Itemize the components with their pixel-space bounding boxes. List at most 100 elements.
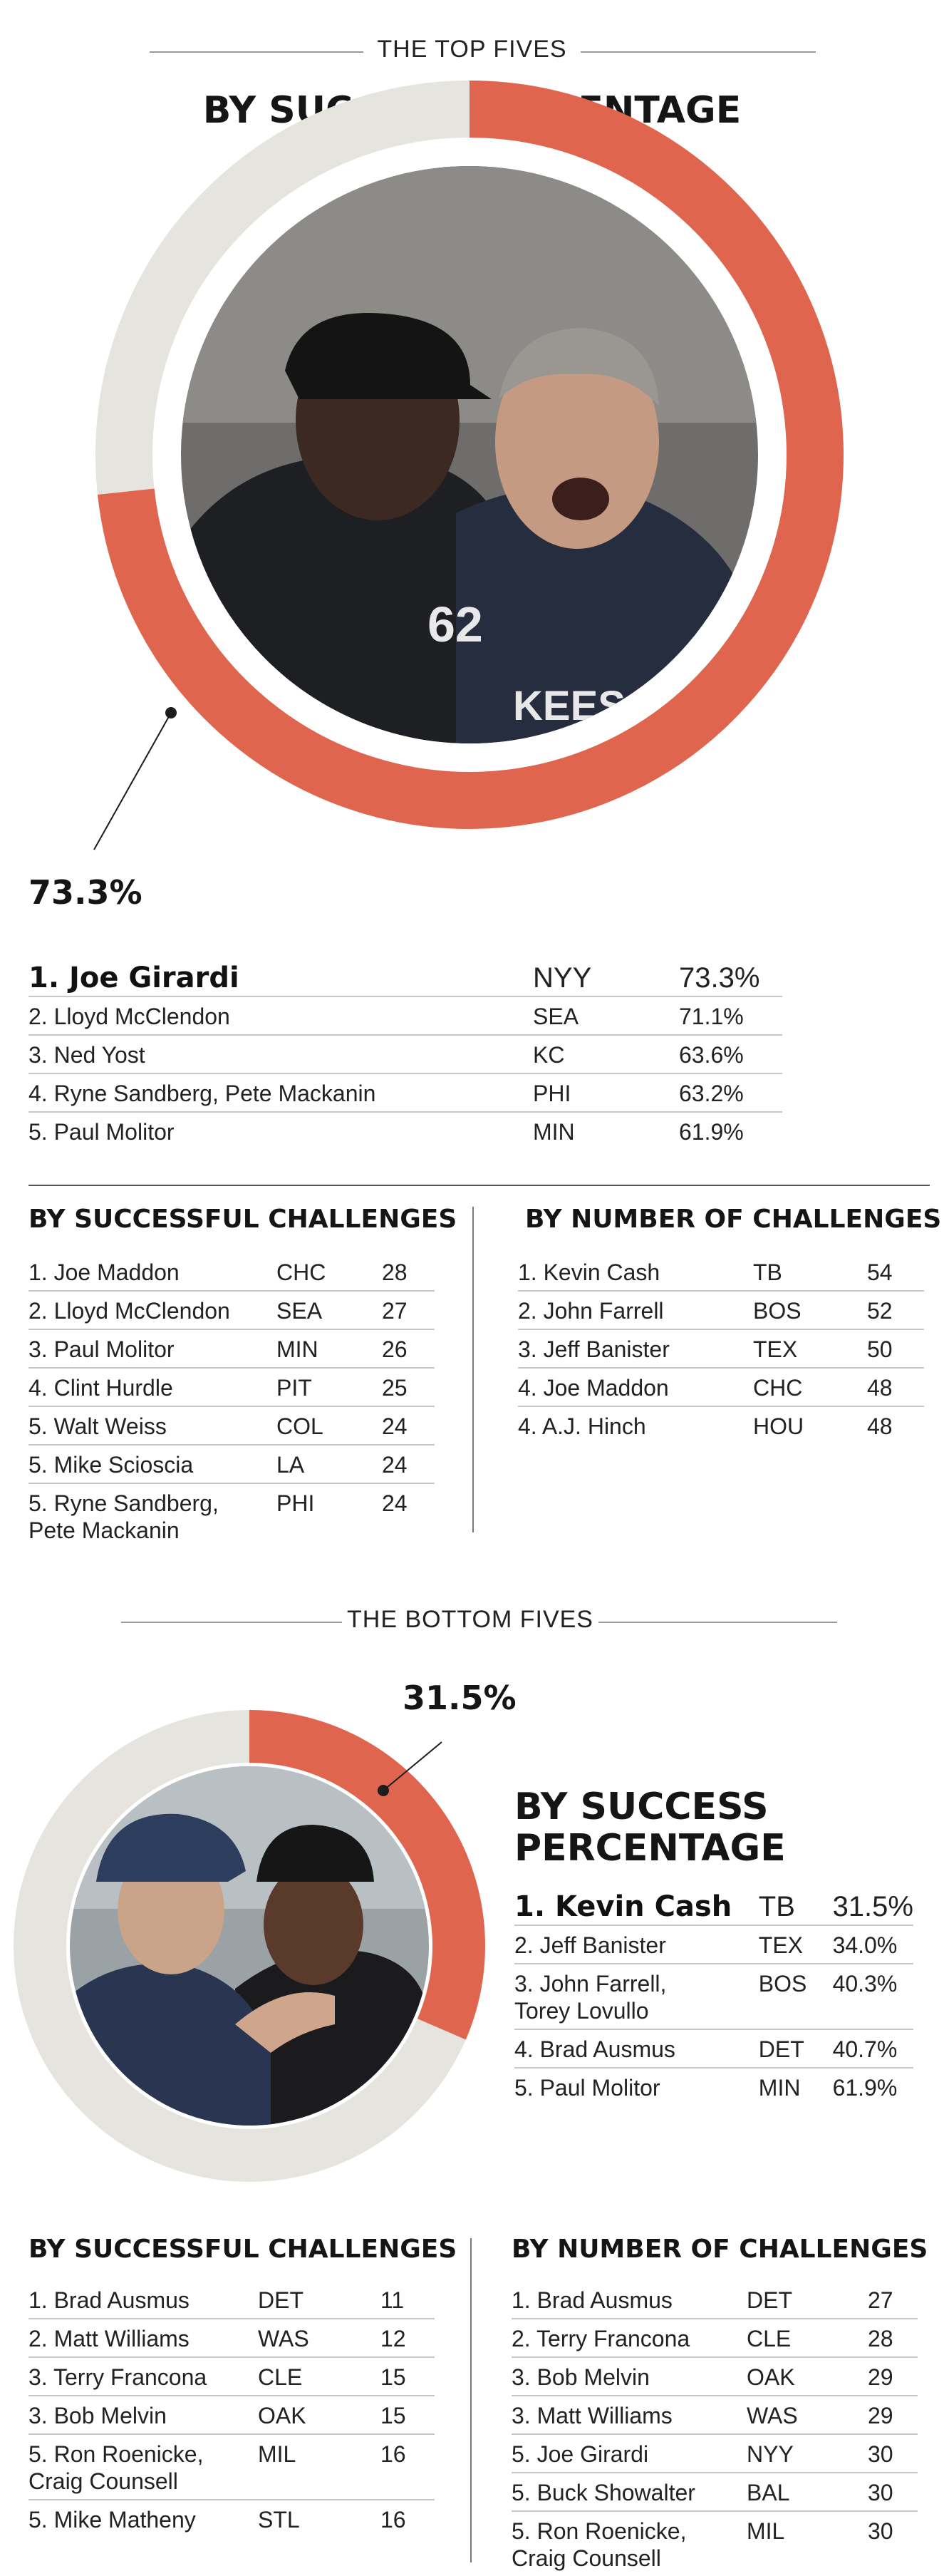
bottom-label-rule-right [598,1622,837,1623]
table-cell-team: MIN [533,1119,575,1145]
table-cell-value: 30 [868,2441,893,2467]
top-successful-table: 1. Joe Maddon CHC 28 2. Lloyd McClendon SEA 2… [28,1253,435,1548]
table-cell-rank-name: 5. Mike Scioscia [28,1452,194,1478]
table-row: 5. Paul Molitor MIN 61.9% [28,1112,782,1150]
table-cell-team: PIT [276,1375,312,1401]
top-section-divider [28,1185,930,1186]
table-cell-value: 16 [380,2507,406,2533]
table-row: 5. Paul Molitor MIN 61.9% [514,2068,913,2106]
top-successful-heading: BY SUCCESSFUL CHALLENGES [28,1205,457,1234]
table-row: 5. Buck Showalter BAL 30 [512,2473,918,2511]
table-cell-rank-name: 1. Joe Girardi [28,962,239,994]
table-cell-pct: 31.5% [832,1891,913,1922]
table-cell-pct: 63.6% [679,1042,744,1068]
bottom-column-divider [470,2238,472,2562]
table-row: 3. Matt Williams WAS 29 [512,2396,918,2434]
table-cell-rank-name: 5. Buck Showalter [512,2480,695,2505]
table-cell-rank-name: 4. Joe Maddon [518,1375,669,1401]
table-cell-rank-name: 2. Matt Williams [28,2326,190,2351]
table-cell-rank-name: 5. Walt Weiss [28,1413,167,1439]
top-callout-dot [165,707,177,718]
table-cell-team: NYY [747,2441,794,2467]
bottom-number-heading: BY NUMBER OF CHALLENGES [512,2235,928,2264]
table-row: 5. Ron Roenicke, Craig Counsell MIL 16 [28,2434,435,2500]
table-cell-rank-name: 2. Lloyd McClendon [28,1298,230,1324]
table-row: 1. Joe Maddon CHC 28 [28,1253,435,1291]
table-cell-value: 29 [868,2403,893,2428]
top-column-divider [472,1207,474,1532]
table-row: 3. John Farrell, Torey Lovullo BOS 40.3% [514,1964,913,2029]
table-cell-rank-name: 5. Paul Molitor [28,1119,175,1145]
top-callout-leader-line [93,712,172,850]
table-row: 4. Brad Ausmus DET 40.7% [514,2029,913,2068]
table-cell-rank-name: 2. Lloyd McClendon [28,1004,230,1029]
bottom-donut-chart [14,1710,485,2182]
table-row: 3. Bob Melvin OAK 15 [28,2396,435,2434]
top-label-rule-right [581,51,816,53]
table-cell-rank-name: 3. Ned Yost [28,1042,145,1068]
table-cell-value: 54 [867,1259,893,1285]
table-cell-rank-name: 5. Ron Roenicke, Craig Counsell [28,2441,204,2494]
table-cell-pct: 34.0% [832,1932,898,1958]
table-cell-rank-name: 3. Terry Francona [28,2364,207,2390]
table-row: 4. Clint Hurdle PIT 25 [28,1368,435,1406]
table-cell-rank-name: 4. Brad Ausmus [514,2036,675,2062]
table-row: 1. Brad Ausmus DET 11 [28,2281,435,2319]
table-cell-team: TB [753,1259,782,1285]
top-success-pct-table: 1. Joe Girardi NYY 73.3% 2. Lloyd McClendon… [28,959,782,1150]
table-cell-value: 24 [382,1452,408,1478]
table-cell-rank-name: 3. Matt Williams [512,2403,673,2428]
table-cell-team: DET [258,2287,304,2313]
table-row: 5. Walt Weiss COL 24 [28,1406,435,1445]
table-row: 5. Mike Scioscia LA 24 [28,1445,435,1483]
table-row: 5. Mike Matheny STL 16 [28,2500,435,2538]
table-cell-value: 27 [382,1298,408,1324]
table-cell-team: TB [758,1891,795,1922]
top-number-heading: BY NUMBER OF CHALLENGES [525,1205,942,1234]
table-cell-rank-name: 1. Brad Ausmus [28,2287,190,2313]
bottom-callout-leader-line [383,1741,442,1791]
top-donut-chart: KEES BASEBALL 62 [93,81,844,850]
table-cell-value: 27 [868,2287,893,2313]
table-cell-value: 15 [380,2364,406,2390]
table-row: 3. Jeff Banister TEX 50 [518,1329,924,1368]
table-cell-value: 16 [380,2441,406,2467]
bottom-successful-heading: BY SUCCESSFUL CHALLENGES [28,2235,457,2264]
table-cell-pct: 73.3% [679,962,760,994]
table-cell-rank-name: 1. Kevin Cash [514,1890,732,1923]
table-cell-team: OAK [258,2403,306,2428]
table-cell-value: 30 [868,2518,893,2544]
table-cell-value: 48 [867,1413,893,1439]
table-row: 3. Paul Molitor MIN 26 [28,1329,435,1368]
table-row: 1. Joe Girardi NYY 73.3% [28,959,782,996]
table-cell-rank-name: 1. Joe Maddon [28,1259,180,1285]
table-cell-rank-name: 5. Paul Molitor [514,2075,660,2101]
table-row: 5. Ryne Sandberg, Pete Mackanin PHI 24 [28,1483,435,1548]
table-row: 1. Brad Ausmus DET 27 [512,2281,918,2319]
bottom-donut-callout-value: 31.5% [403,1679,517,1717]
table-cell-rank-name: 4. A.J. Hinch [518,1413,646,1439]
top-photo-umpire-number: 62 [427,597,483,652]
table-cell-team: DET [747,2287,792,2313]
bottom-success-pct-table: 1. Kevin Cash TB 31.5% 2. Jeff Banister TEX 3… [514,1887,913,2106]
bottom-photo [70,1766,429,2126]
table-row: 3. Terry Francona CLE 15 [28,2357,435,2396]
table-cell-team: LA [276,1452,305,1478]
table-row: 1. Kevin Cash TB 54 [518,1253,924,1291]
table-cell-value: 24 [382,1490,408,1516]
top-label-rule-left [150,51,363,53]
top-number-table: 1. Kevin Cash TB 54 2. John Farrell BOS 52 3. … [518,1253,924,1444]
table-row: 5. Joe Girardi NYY 30 [512,2434,918,2473]
table-row: 2. Matt Williams WAS 12 [28,2319,435,2357]
table-cell-team: COL [276,1413,323,1439]
table-cell-pct: 63.2% [679,1081,744,1106]
table-cell-value: 30 [868,2480,893,2505]
table-cell-team: SEA [276,1298,323,1324]
bottom-callout-dot [378,1785,389,1796]
table-cell-rank-name: 2. Terry Francona [512,2326,690,2351]
table-row: 1. Kevin Cash TB 31.5% [514,1887,913,1925]
table-cell-pct: 61.9% [679,1119,744,1145]
table-cell-team: CHC [276,1259,326,1285]
table-row: 2. John Farrell BOS 52 [518,1291,924,1329]
bottom-number-table: 1. Brad Ausmus DET 27 2. Terry Francona CLE 2… [512,2281,918,2576]
